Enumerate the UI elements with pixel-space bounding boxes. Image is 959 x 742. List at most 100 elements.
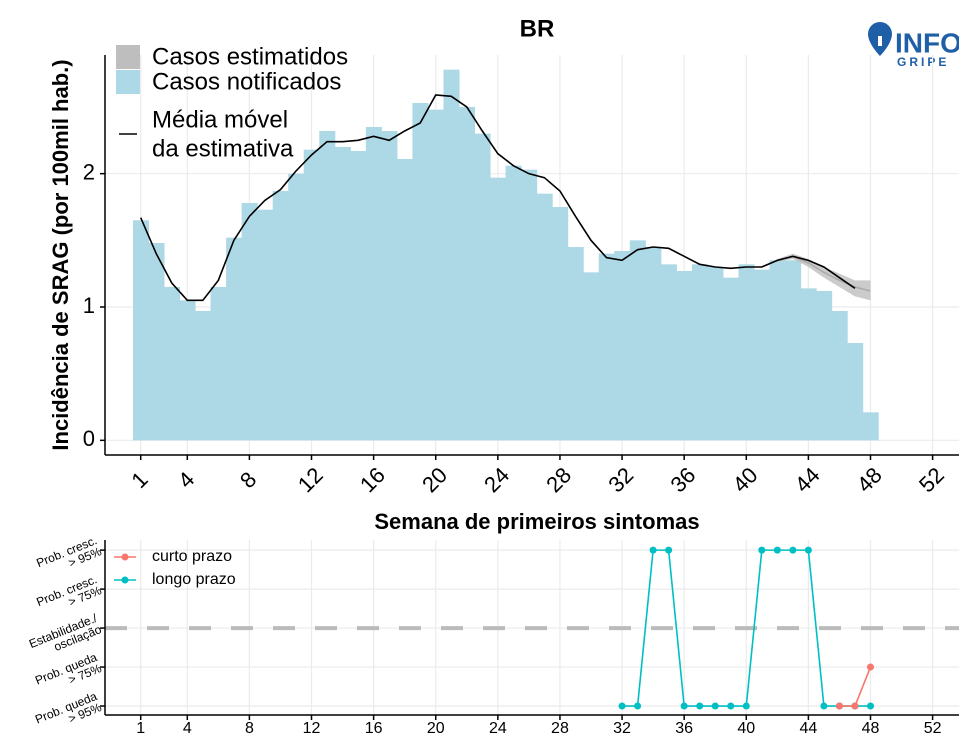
point [742,702,750,710]
bar [598,253,615,441]
x-tick-label: 12 [293,462,328,497]
point [618,702,626,710]
bar [660,264,677,441]
x-tick-label: 4 [183,720,192,737]
point [820,702,828,710]
bar [785,260,802,441]
legend-swatch [116,45,140,69]
point [665,546,673,554]
bar [459,107,476,441]
bar [396,159,413,441]
x-tick-label: 28 [541,462,576,497]
legend-label: longo prazo [152,571,236,588]
point [634,702,642,710]
bar [288,173,305,441]
bar [350,151,367,441]
bar [241,203,258,441]
bar [303,149,320,441]
x-tick-label: 40 [737,720,755,737]
y-tick-label: Prob. queda> 95% [33,689,104,738]
bar [800,288,817,441]
bar [195,311,212,441]
bar [179,300,196,441]
bar [521,169,538,441]
bar [505,165,522,441]
x-tick-label: 24 [489,720,507,737]
x-tick-label: 12 [303,720,321,737]
bar [536,193,553,441]
series-line [839,666,872,707]
point [866,702,874,710]
x-tick-label: 44 [790,462,825,497]
bar [583,272,600,441]
x-tick-label: 36 [675,720,693,737]
bar [257,209,274,441]
x-tick-label: 8 [245,720,254,737]
bar [862,412,879,441]
x-tick-label: 48 [862,720,880,737]
y-tick-label: 1 [83,293,95,318]
x-tick-label: 52 [914,462,949,497]
bar [443,69,460,441]
bar [614,251,631,441]
x-tick-label: 16 [365,720,383,737]
legend-swatch [121,576,129,584]
bar [132,220,149,441]
legend-label: Casos notificados [152,68,341,95]
estimate-band [761,253,871,301]
bar [816,291,833,441]
x-tick-label: 20 [417,462,452,497]
x-tick-label: 16 [355,462,390,497]
point [649,546,657,554]
y-axis-label: Incidência de SRAG (por 100mil hab.) [48,59,73,450]
y-tick-label: 2 [83,159,95,184]
logo-pin-mark [878,36,882,46]
x-axis-label: Semana de primeiros sintomas [374,509,699,534]
bar [272,191,289,441]
moving-average-line [139,94,856,302]
bar [831,311,848,441]
point [696,702,704,710]
legend-label: Casos estimatidos [152,43,348,70]
logo-text: INFO [895,27,959,58]
point [758,546,766,554]
bar [769,260,786,441]
logo-subtext: GRIPE [897,55,949,69]
bar [365,127,382,441]
bar [691,264,708,441]
bar [707,267,724,441]
bar [738,264,755,441]
x-tick-label: 44 [799,720,817,737]
x-tick-label: 28 [551,720,569,737]
chart-title: BR [520,15,555,42]
x-tick-label: 40 [728,462,763,497]
x-tick-label: 48 [852,462,887,497]
legend-label: Média móvel da estimativa [152,107,294,163]
bar [722,277,740,441]
bar [629,240,646,441]
legend-swatch [116,70,140,94]
bar [474,133,491,441]
bar [754,269,771,441]
bar [847,343,864,441]
x-tick-label: 32 [603,462,638,497]
x-tick-label: 52 [924,720,942,737]
bar [645,247,662,441]
x-tick-label: 1 [136,720,145,737]
bar [164,287,181,441]
x-tick-label: 32 [613,720,631,737]
point [804,546,812,554]
y-tick-label: 0 [83,426,95,451]
bar [567,247,584,441]
bar [319,131,336,441]
bar [226,237,243,441]
bar [210,287,227,441]
x-tick-label: 8 [235,467,261,493]
point [835,702,843,710]
point [727,702,735,710]
bar [676,271,693,441]
bar [334,147,351,441]
point [711,702,719,710]
